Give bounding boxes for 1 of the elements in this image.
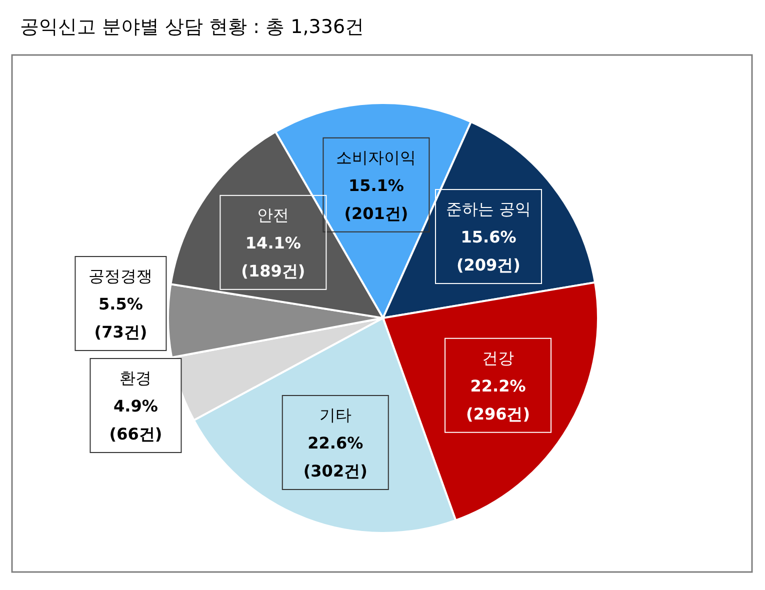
chart-title: 공익신고 분야별 상담 현황 : 총 1,336건 <box>20 16 364 38</box>
